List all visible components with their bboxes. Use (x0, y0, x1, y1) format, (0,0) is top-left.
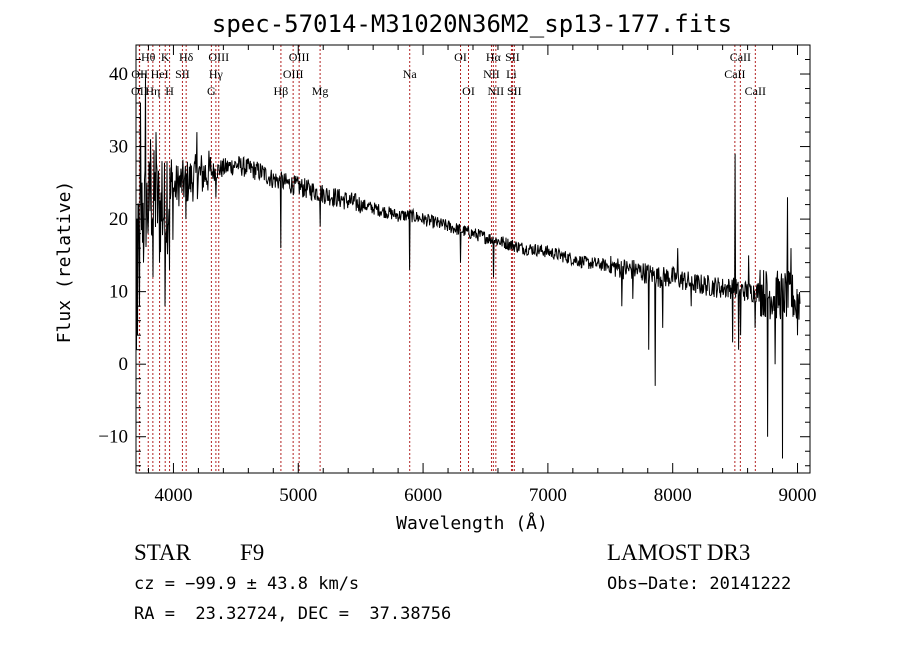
object-class: STAR (134, 540, 191, 566)
plot-frame (135, 44, 811, 474)
x-tick-label: 4000 (154, 485, 192, 506)
line-marker-label: G (207, 84, 216, 98)
x-tick-label: 9000 (779, 485, 817, 506)
emission-line-markers (138, 45, 756, 473)
object-class-value: STAR (134, 540, 191, 565)
survey-name-value: LAMOST DR3 (607, 540, 751, 565)
y-tick-label: 20 (109, 209, 128, 230)
line-marker-label: Hη (145, 84, 160, 98)
x-axis: 4000 5000 6000 7000 8000 9000 (147, 45, 817, 506)
y-tick-label: 0 (119, 354, 129, 375)
line-marker-label: CaII (730, 50, 751, 64)
x-tick-label: 5000 (279, 485, 317, 506)
line-marker-label: OII (131, 84, 148, 98)
observation-date-value: Obs−Date: 20141222 (607, 574, 792, 594)
survey-name: LAMOST DR3 (607, 540, 750, 566)
y-tick-label: −10 (98, 427, 128, 448)
line-marker-label: OI (462, 84, 475, 98)
line-marker-label: Mg (312, 84, 329, 98)
coordinates-value: RA = 23.32724, DEC = 37.38756 (134, 604, 452, 624)
line-marker-label: Hδ (179, 50, 194, 64)
object-subclass-value: F9 (240, 540, 265, 565)
line-marker-label: Na (403, 67, 418, 81)
redshift-value: cz = −99.9 ± 43.8 km/s (134, 574, 360, 594)
line-marker-label: K (161, 50, 170, 64)
y-axis-label: Flux (relative) (54, 181, 75, 344)
y-tick-label: 40 (109, 64, 128, 85)
coordinates-text: RA = 23.32724, DEC = 37.38756 (134, 604, 451, 624)
line-marker-label: OIII (208, 50, 229, 64)
line-marker-label: H (165, 84, 174, 98)
line-marker-label: HeI (151, 67, 169, 81)
emission-line-labels: OIIOIIHθHηHeIKHSIIHδGHγOIIIHβOIIIOIIIMgN… (131, 50, 766, 98)
y-tick-label: 30 (109, 137, 128, 158)
redshift-text: cz = −99.9 ± 43.8 km/s (134, 574, 359, 594)
line-marker-label: SII (507, 84, 522, 98)
x-tick-label: 8000 (654, 485, 692, 506)
object-subclass: F9 (240, 540, 264, 566)
line-marker-label: SII (175, 67, 190, 81)
line-marker-label: CaII (745, 84, 766, 98)
spectrum-trace (135, 73, 801, 459)
chart-title: spec-57014-M31020N36M2_sp13-177.fits (212, 10, 732, 38)
y-axis: −10 0 10 20 30 40 (98, 44, 810, 467)
line-marker-label: NII (488, 84, 505, 98)
x-axis-label: Wavelength (Å) (396, 512, 548, 534)
line-marker-label: OIII (283, 67, 304, 81)
line-marker-label: SII (505, 50, 520, 64)
line-marker-label: Li (506, 67, 517, 81)
observation-date: Obs−Date: 20141222 (607, 574, 791, 594)
x-tick-label: 6000 (404, 485, 442, 506)
line-marker-label: Hα (486, 50, 502, 64)
line-marker-label: OI (454, 50, 467, 64)
y-tick-label: 10 (109, 282, 128, 303)
line-marker-label: OIII (289, 50, 310, 64)
line-marker-label: Hβ (274, 84, 289, 98)
line-marker-label: NII (483, 67, 500, 81)
x-tick-label: 7000 (529, 485, 567, 506)
line-marker-label: Hγ (209, 67, 224, 81)
line-marker-label: Hθ (141, 50, 156, 64)
spectrum-line (135, 73, 801, 459)
line-marker-label: CaII (724, 67, 745, 81)
